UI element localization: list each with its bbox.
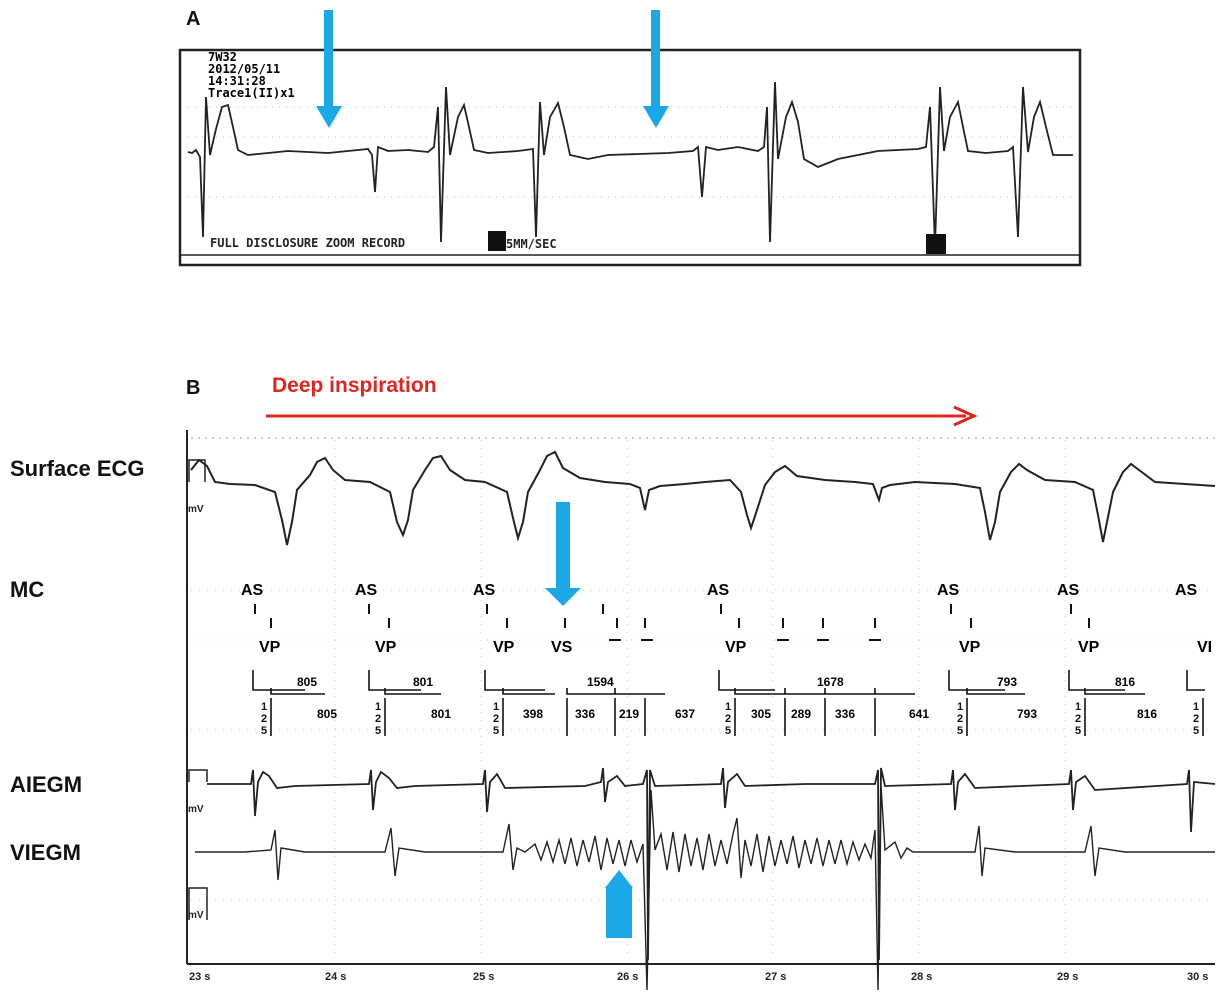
ecg-calibration-pulse xyxy=(188,459,206,482)
interval-top-5: 793 xyxy=(997,675,1017,689)
panel-a-label: A xyxy=(186,8,201,30)
channel-label-aiegm: AIEGM xyxy=(10,772,83,797)
pad-7-a: 1 xyxy=(1193,701,1199,713)
panel-b-arrow-down xyxy=(545,502,581,606)
lower-calibration-pulse xyxy=(188,887,208,920)
marker-vs: VS xyxy=(551,639,573,656)
marker-as-6: AS xyxy=(1057,582,1080,599)
pad-6-a: 1 xyxy=(1075,701,1081,713)
panel-a-marker-box-2 xyxy=(926,234,946,254)
time-tick-27: 27 s xyxy=(765,971,786,983)
pad-2-a: 1 xyxy=(375,701,381,713)
interval-bottom-5: 219 xyxy=(619,707,639,721)
pad-3-a: 1 xyxy=(493,701,499,713)
viegm-trace xyxy=(195,785,1215,991)
aiegm-calibration-pulse xyxy=(188,769,208,782)
panel-a-header-line-4: Trace1(II)x1 xyxy=(208,86,295,100)
marker-channel: AS AS AS AS AS AS AS VP VP VP VS VP VP V… xyxy=(241,582,1212,737)
interval-brackets xyxy=(252,670,1205,736)
pad-1-c: 5 xyxy=(261,725,267,737)
panel-b-recording: mV AS AS AS AS AS AS AS VP VP VP VS VP V… xyxy=(186,430,1216,991)
deep-inspiration-label: Deep inspiration xyxy=(272,374,437,397)
marker-vp-6: VP xyxy=(1078,639,1100,656)
marker-as-5: AS xyxy=(937,582,960,599)
interval-bottom-12: 816 xyxy=(1137,707,1157,721)
pad-6-c: 5 xyxy=(1075,725,1081,737)
interval-bottom-7: 305 xyxy=(751,707,771,721)
pad-6-b: 2 xyxy=(1075,713,1081,725)
time-tick-25: 25 s xyxy=(473,971,494,983)
pad-1-a: 1 xyxy=(261,701,267,713)
pad-7-c: 5 xyxy=(1193,725,1199,737)
marker-vp-5: VP xyxy=(959,639,981,656)
pad-digit-stacks: 1 2 5 1 2 5 1 2 5 1 2 5 1 2 5 1 2 5 1 2 … xyxy=(261,701,1199,737)
pad-5-c: 5 xyxy=(957,725,963,737)
interval-top-1: 805 xyxy=(297,675,317,689)
marker-vp-partial: VI xyxy=(1197,639,1212,656)
pad-3-c: 5 xyxy=(493,725,499,737)
time-tick-24: 24 s xyxy=(325,971,346,983)
time-tick-28: 28 s xyxy=(911,971,932,983)
pad-5-b: 2 xyxy=(957,713,963,725)
interval-top-2: 801 xyxy=(413,675,433,689)
aiegm-trace xyxy=(207,767,1216,961)
interval-bottom-9: 336 xyxy=(835,707,855,721)
panel-a-marker-box-1 xyxy=(488,231,506,251)
channel-label-surface-ecg: Surface ECG xyxy=(10,456,145,481)
interval-bottom-8: 289 xyxy=(791,707,811,721)
time-axis: 23 s 24 s 25 s 26 s 27 s 28 s 29 s 30 s xyxy=(189,971,1208,983)
interval-bottom-4: 336 xyxy=(575,707,595,721)
marker-ticks xyxy=(254,604,1090,641)
interval-bottom-10: 641 xyxy=(909,707,929,721)
panel-a-footer-speed: 5MM/SEC xyxy=(506,237,557,251)
interval-bottom-11: 793 xyxy=(1017,707,1037,721)
interval-bottom-6: 637 xyxy=(675,707,695,721)
marker-vp-3: VP xyxy=(493,639,515,656)
pad-3-b: 2 xyxy=(493,713,499,725)
panel-a-arrow-2 xyxy=(643,10,669,128)
panel-a-ecg-trace xyxy=(187,81,1073,248)
panel-a-footer-label: FULL DISCLOSURE ZOOM RECORD xyxy=(210,236,405,250)
channel-label-viegm: VIEGM xyxy=(10,840,81,865)
marker-vp-2: VP xyxy=(375,639,397,656)
panel-b-arrow-up xyxy=(605,870,633,938)
interval-bottom-1: 805 xyxy=(317,707,337,721)
pad-4-b: 2 xyxy=(725,713,731,725)
interval-bottom-3: 398 xyxy=(523,707,543,721)
pad-1-b: 2 xyxy=(261,713,267,725)
pad-7-b: 2 xyxy=(1193,713,1199,725)
pad-2-c: 5 xyxy=(375,725,381,737)
pad-4-c: 5 xyxy=(725,725,731,737)
aiegm-scale-label: mV xyxy=(188,804,204,815)
marker-as-4: AS xyxy=(707,582,730,599)
time-tick-26: 26 s xyxy=(617,971,638,983)
marker-vp-1: VP xyxy=(259,639,281,656)
time-tick-23: 23 s xyxy=(189,971,210,983)
pad-5-a: 1 xyxy=(957,701,963,713)
marker-as-1: AS xyxy=(241,582,264,599)
interval-top-3: 1594 xyxy=(587,675,614,689)
marker-vp-4: VP xyxy=(725,639,747,656)
marker-as-2: AS xyxy=(355,582,378,599)
panel-a-arrow-1 xyxy=(316,10,342,128)
panel-a-header-line-3: 14:31:28 xyxy=(208,74,266,88)
marker-as-3: AS xyxy=(473,582,496,599)
ecg-scale-label: mV xyxy=(188,504,204,515)
panel-a-header-line-2: 2012/05/11 xyxy=(208,62,280,76)
interval-top-4: 1678 xyxy=(817,675,844,689)
panel-a-header-line-1: 7W32 xyxy=(208,50,237,64)
pad-4-a: 1 xyxy=(725,701,731,713)
lower-scale-label: mV xyxy=(188,910,204,921)
surface-ecg-trace xyxy=(190,450,1216,546)
interval-top-6: 816 xyxy=(1115,675,1135,689)
channel-label-mc: MC xyxy=(10,577,45,602)
interval-bottom-2: 801 xyxy=(431,707,451,721)
time-tick-29: 29 s xyxy=(1057,971,1078,983)
panel-b-grid xyxy=(191,440,1215,960)
marker-as-7: AS xyxy=(1175,582,1198,599)
deep-inspiration-arrow xyxy=(266,405,978,427)
pad-2-b: 2 xyxy=(375,713,381,725)
time-tick-30: 30 s xyxy=(1187,971,1208,983)
panel-b-label: B xyxy=(186,377,201,399)
